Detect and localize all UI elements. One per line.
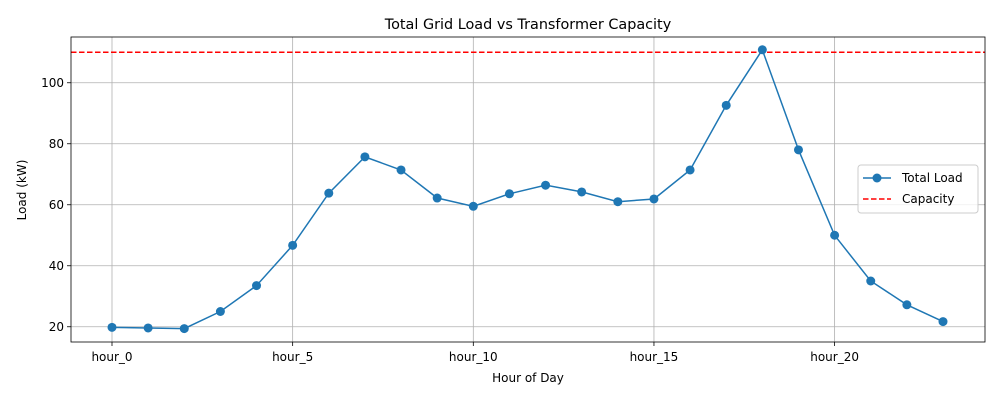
y-ticks: 20 40 60 80 100 — [41, 76, 71, 334]
total-load-point — [938, 317, 948, 327]
total-load-point — [613, 197, 623, 207]
total-load-point — [143, 323, 153, 333]
legend-box — [857, 164, 979, 214]
legend: Total Load Capacity — [857, 164, 979, 214]
x-tick-label: hour_20 — [810, 350, 859, 364]
total-load-point — [577, 187, 587, 197]
x-tick-label: hour_0 — [91, 350, 132, 364]
total-load-point — [721, 100, 731, 110]
total-load-point — [396, 165, 406, 175]
total-load-point — [830, 230, 840, 240]
total-load-point — [360, 152, 370, 162]
total-load-point — [649, 194, 659, 204]
total-load-point — [432, 193, 442, 203]
x-tick-label: hour_15 — [630, 350, 679, 364]
plot-frame — [70, 36, 986, 343]
total-load-point — [866, 276, 876, 286]
total-load-point — [179, 324, 189, 334]
legend-capacity-label: Capacity — [902, 192, 954, 206]
series-layer — [107, 45, 948, 334]
total-load-point — [541, 180, 551, 190]
total-load-point — [504, 189, 514, 199]
chart-title: Total Grid Load vs Transformer Capacity — [384, 17, 672, 33]
y-tick-label: 40 — [49, 259, 64, 273]
total-load-point — [902, 300, 912, 310]
total-load-point — [468, 201, 478, 211]
y-tick-label: 80 — [49, 137, 64, 151]
y-tick-label: 100 — [41, 76, 64, 90]
y-tick-label: 20 — [49, 320, 64, 334]
x-tick-label: hour_10 — [449, 350, 498, 364]
legend-total-load-marker — [872, 173, 882, 183]
total-load-line — [111, 48, 944, 330]
total-load-point — [107, 322, 117, 332]
total-load-point — [685, 165, 695, 175]
total-load-point — [288, 240, 298, 250]
x-ticks: hour_0 hour_5 hour_10 hour_15 hour_20 — [91, 342, 859, 364]
total-load-point — [793, 145, 803, 155]
grid-lines — [71, 37, 985, 342]
y-tick-label: 60 — [49, 198, 64, 212]
x-tick-label: hour_5 — [272, 350, 313, 364]
x-axis-label: Hour of Day — [492, 371, 564, 385]
total-load-point — [252, 281, 262, 291]
total-load-point — [215, 307, 225, 316]
legend-total-load-label: Total Load — [901, 171, 963, 185]
total-load-point — [757, 45, 767, 55]
total-load-point — [324, 188, 334, 198]
y-axis-label: Load (kW) — [15, 160, 29, 221]
